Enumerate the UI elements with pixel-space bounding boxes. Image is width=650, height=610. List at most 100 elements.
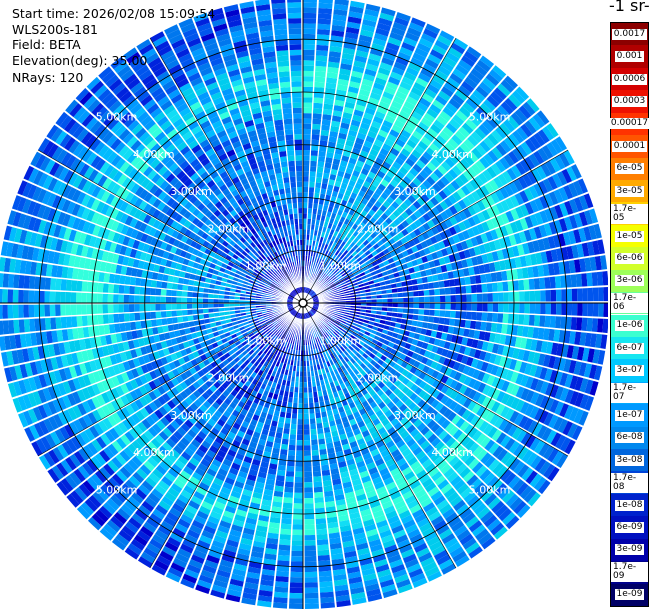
range-gate xyxy=(563,150,575,165)
range-gate xyxy=(423,335,431,343)
range-gate xyxy=(276,331,282,338)
range-gate xyxy=(417,140,429,151)
range-gate xyxy=(331,115,342,123)
range-gate xyxy=(160,416,170,427)
range-gate xyxy=(373,435,383,444)
range-gate xyxy=(410,272,417,280)
range-gate xyxy=(401,41,416,52)
range-gate xyxy=(327,184,334,191)
range-gate xyxy=(336,257,342,264)
range-gate xyxy=(468,458,480,470)
range-gate xyxy=(342,285,349,290)
range-gate xyxy=(426,161,437,172)
range-gate xyxy=(399,257,407,265)
range-gate xyxy=(394,500,406,510)
range-gate xyxy=(272,415,279,422)
range-gate xyxy=(396,333,404,341)
ray xyxy=(312,307,583,441)
range-gate xyxy=(167,487,180,498)
range-gate xyxy=(372,509,385,519)
range-gate xyxy=(394,573,409,584)
range-gate xyxy=(443,279,450,288)
range-gate xyxy=(350,517,362,525)
range-gate xyxy=(266,350,272,357)
range-gate xyxy=(333,291,339,295)
range-gate xyxy=(529,290,536,302)
range-gate xyxy=(267,408,275,416)
range-gate xyxy=(387,37,402,47)
range-gate xyxy=(423,383,432,393)
range-gate xyxy=(437,479,450,490)
range-gate xyxy=(500,368,509,380)
range-gate xyxy=(355,352,362,359)
range-gate xyxy=(539,381,549,395)
range-gate xyxy=(414,47,429,58)
range-gate xyxy=(528,153,540,167)
range-gate xyxy=(364,457,374,466)
range-gate xyxy=(306,288,310,294)
range-gate xyxy=(525,376,534,389)
range-gate xyxy=(249,441,258,449)
range-gate xyxy=(226,418,235,427)
range-gate xyxy=(303,213,308,219)
range-gate xyxy=(130,538,145,551)
range-gate xyxy=(245,428,254,436)
range-gate xyxy=(360,346,368,353)
range-gate xyxy=(313,300,319,302)
range-gate xyxy=(323,103,334,111)
range-gate xyxy=(405,157,416,168)
range-gate xyxy=(380,96,392,105)
range-gate xyxy=(354,262,361,269)
range-gate xyxy=(324,255,330,262)
range-gate xyxy=(396,206,405,215)
range-gate xyxy=(307,208,313,214)
range-gate xyxy=(47,468,60,483)
range-gate xyxy=(303,18,317,24)
range-gate xyxy=(309,407,315,414)
range-gate xyxy=(353,411,361,419)
range-gate xyxy=(239,370,247,377)
range-gate xyxy=(303,70,314,77)
range-gate xyxy=(442,272,449,280)
range-gate xyxy=(461,337,469,346)
range-gate xyxy=(397,51,411,62)
range-gate xyxy=(458,395,468,406)
range-gate xyxy=(465,118,478,131)
range-gate xyxy=(341,223,348,230)
range-gate xyxy=(197,430,207,440)
range-gate xyxy=(422,365,430,374)
range-gate xyxy=(157,385,166,395)
range-gate xyxy=(416,277,423,285)
range-gate xyxy=(324,432,332,439)
range-gate xyxy=(355,50,369,58)
range-gate xyxy=(329,327,335,333)
range-gate xyxy=(332,563,346,571)
range-gate xyxy=(365,242,373,250)
range-gate xyxy=(154,484,167,496)
range-gate xyxy=(369,413,378,422)
range-gate xyxy=(563,184,574,200)
range-gate xyxy=(409,222,418,231)
range-gate xyxy=(356,256,363,263)
range-gate xyxy=(241,597,256,606)
range-gate xyxy=(413,265,421,273)
range-gate xyxy=(563,260,571,274)
range-gate xyxy=(301,313,303,319)
range-gate xyxy=(423,350,432,358)
range-gate xyxy=(341,416,349,424)
range-gate xyxy=(86,459,98,473)
range-gate xyxy=(454,176,465,188)
range-gate xyxy=(422,63,437,74)
range-gate xyxy=(498,303,504,313)
range-gate xyxy=(542,237,551,250)
range-gate xyxy=(477,382,487,393)
range-gate xyxy=(326,516,338,524)
range-gate xyxy=(303,7,317,14)
range-gate xyxy=(371,548,385,558)
range-gate xyxy=(421,231,430,240)
range-gate xyxy=(258,376,265,383)
range-gate xyxy=(228,339,235,346)
range-gate xyxy=(161,318,168,326)
range-gate xyxy=(313,257,318,263)
range-gate xyxy=(226,335,233,342)
